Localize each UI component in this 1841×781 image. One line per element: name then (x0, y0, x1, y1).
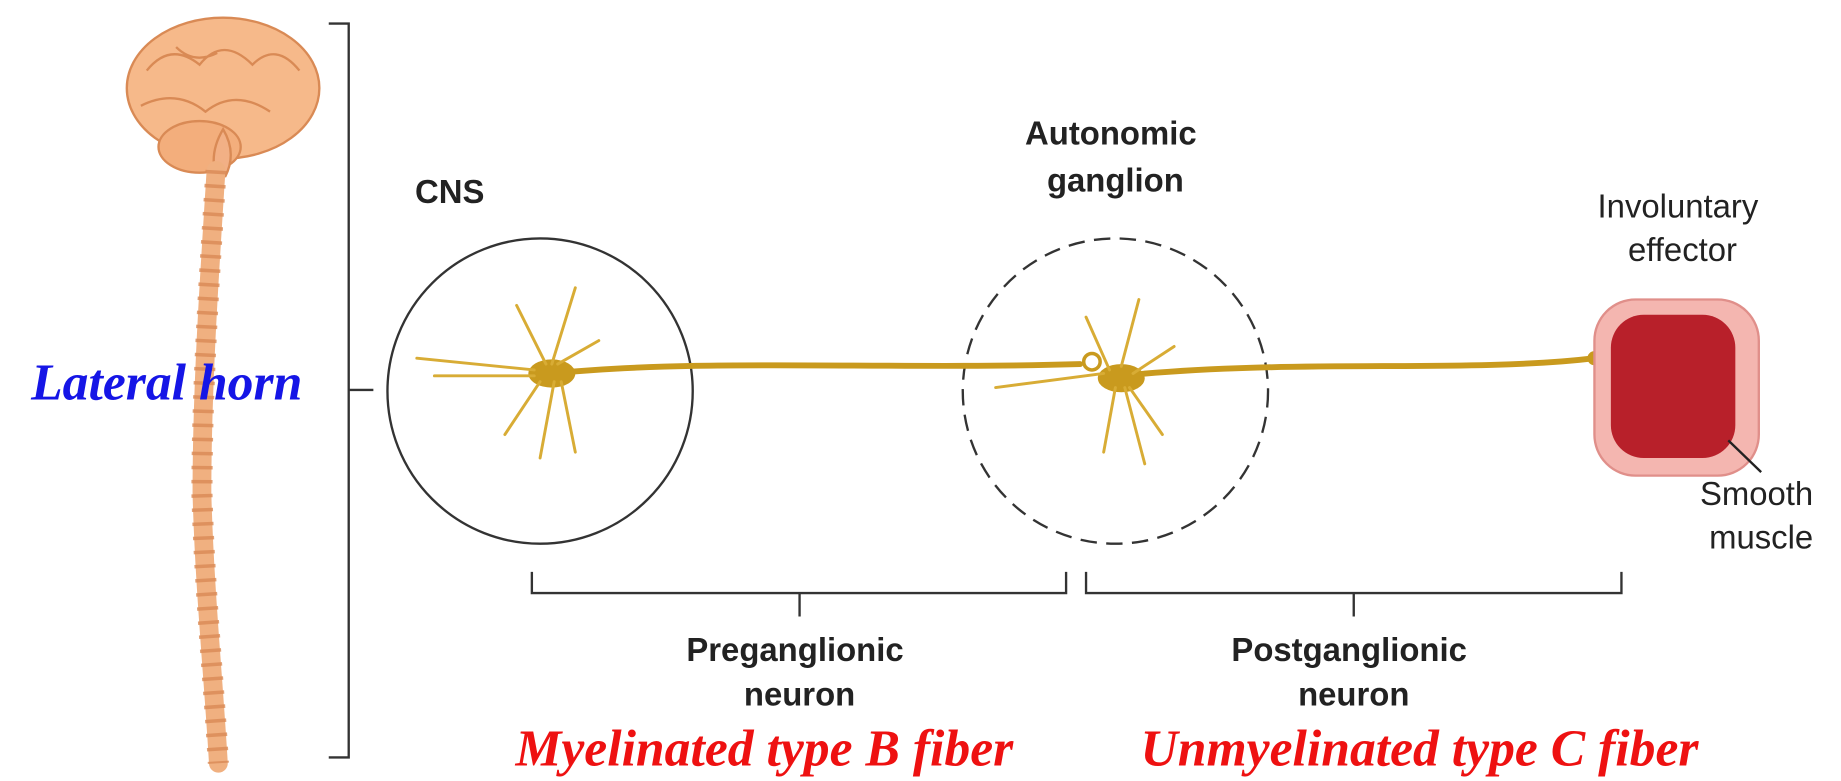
label-line: Involuntary (1598, 187, 1759, 224)
label-line: Autonomic (1025, 115, 1197, 152)
label-line: muscle (1709, 518, 1813, 555)
label-line: neuron (744, 676, 855, 713)
label: Myelinated type B fiber (514, 721, 1014, 778)
label: Postganglionic neuron (1231, 631, 1476, 713)
bracket (532, 572, 1066, 617)
label-line: Postganglionic (1231, 631, 1467, 668)
label-line: effector (1628, 231, 1737, 268)
page: {"labels": { "lateral_horn": "Lateral ho… (0, 0, 1841, 781)
label: Smooth muscle (1700, 475, 1822, 555)
label-line: Smooth (1700, 475, 1813, 512)
label-line: ganglion (1047, 161, 1184, 198)
diagram: Lateral horn CNS Autonomic ganglion Invo… (0, 0, 1841, 781)
bracket (1086, 572, 1621, 617)
label-line: Preganglionic (686, 631, 903, 668)
label-line: neuron (1298, 676, 1409, 713)
label: Lateral horn (30, 354, 302, 411)
brain (127, 18, 320, 177)
label: Unmyelinated type C fiber (1140, 721, 1699, 778)
cns-circle (387, 238, 692, 543)
effector (1594, 300, 1761, 476)
neurons (417, 288, 1602, 464)
label: Autonomic ganglion (1025, 115, 1206, 199)
spinal-cord (202, 170, 218, 763)
label: Preganglionic neuron (686, 631, 912, 713)
bracket (329, 24, 374, 758)
label: CNS (415, 173, 484, 210)
label: Involuntary effector (1598, 187, 1768, 267)
